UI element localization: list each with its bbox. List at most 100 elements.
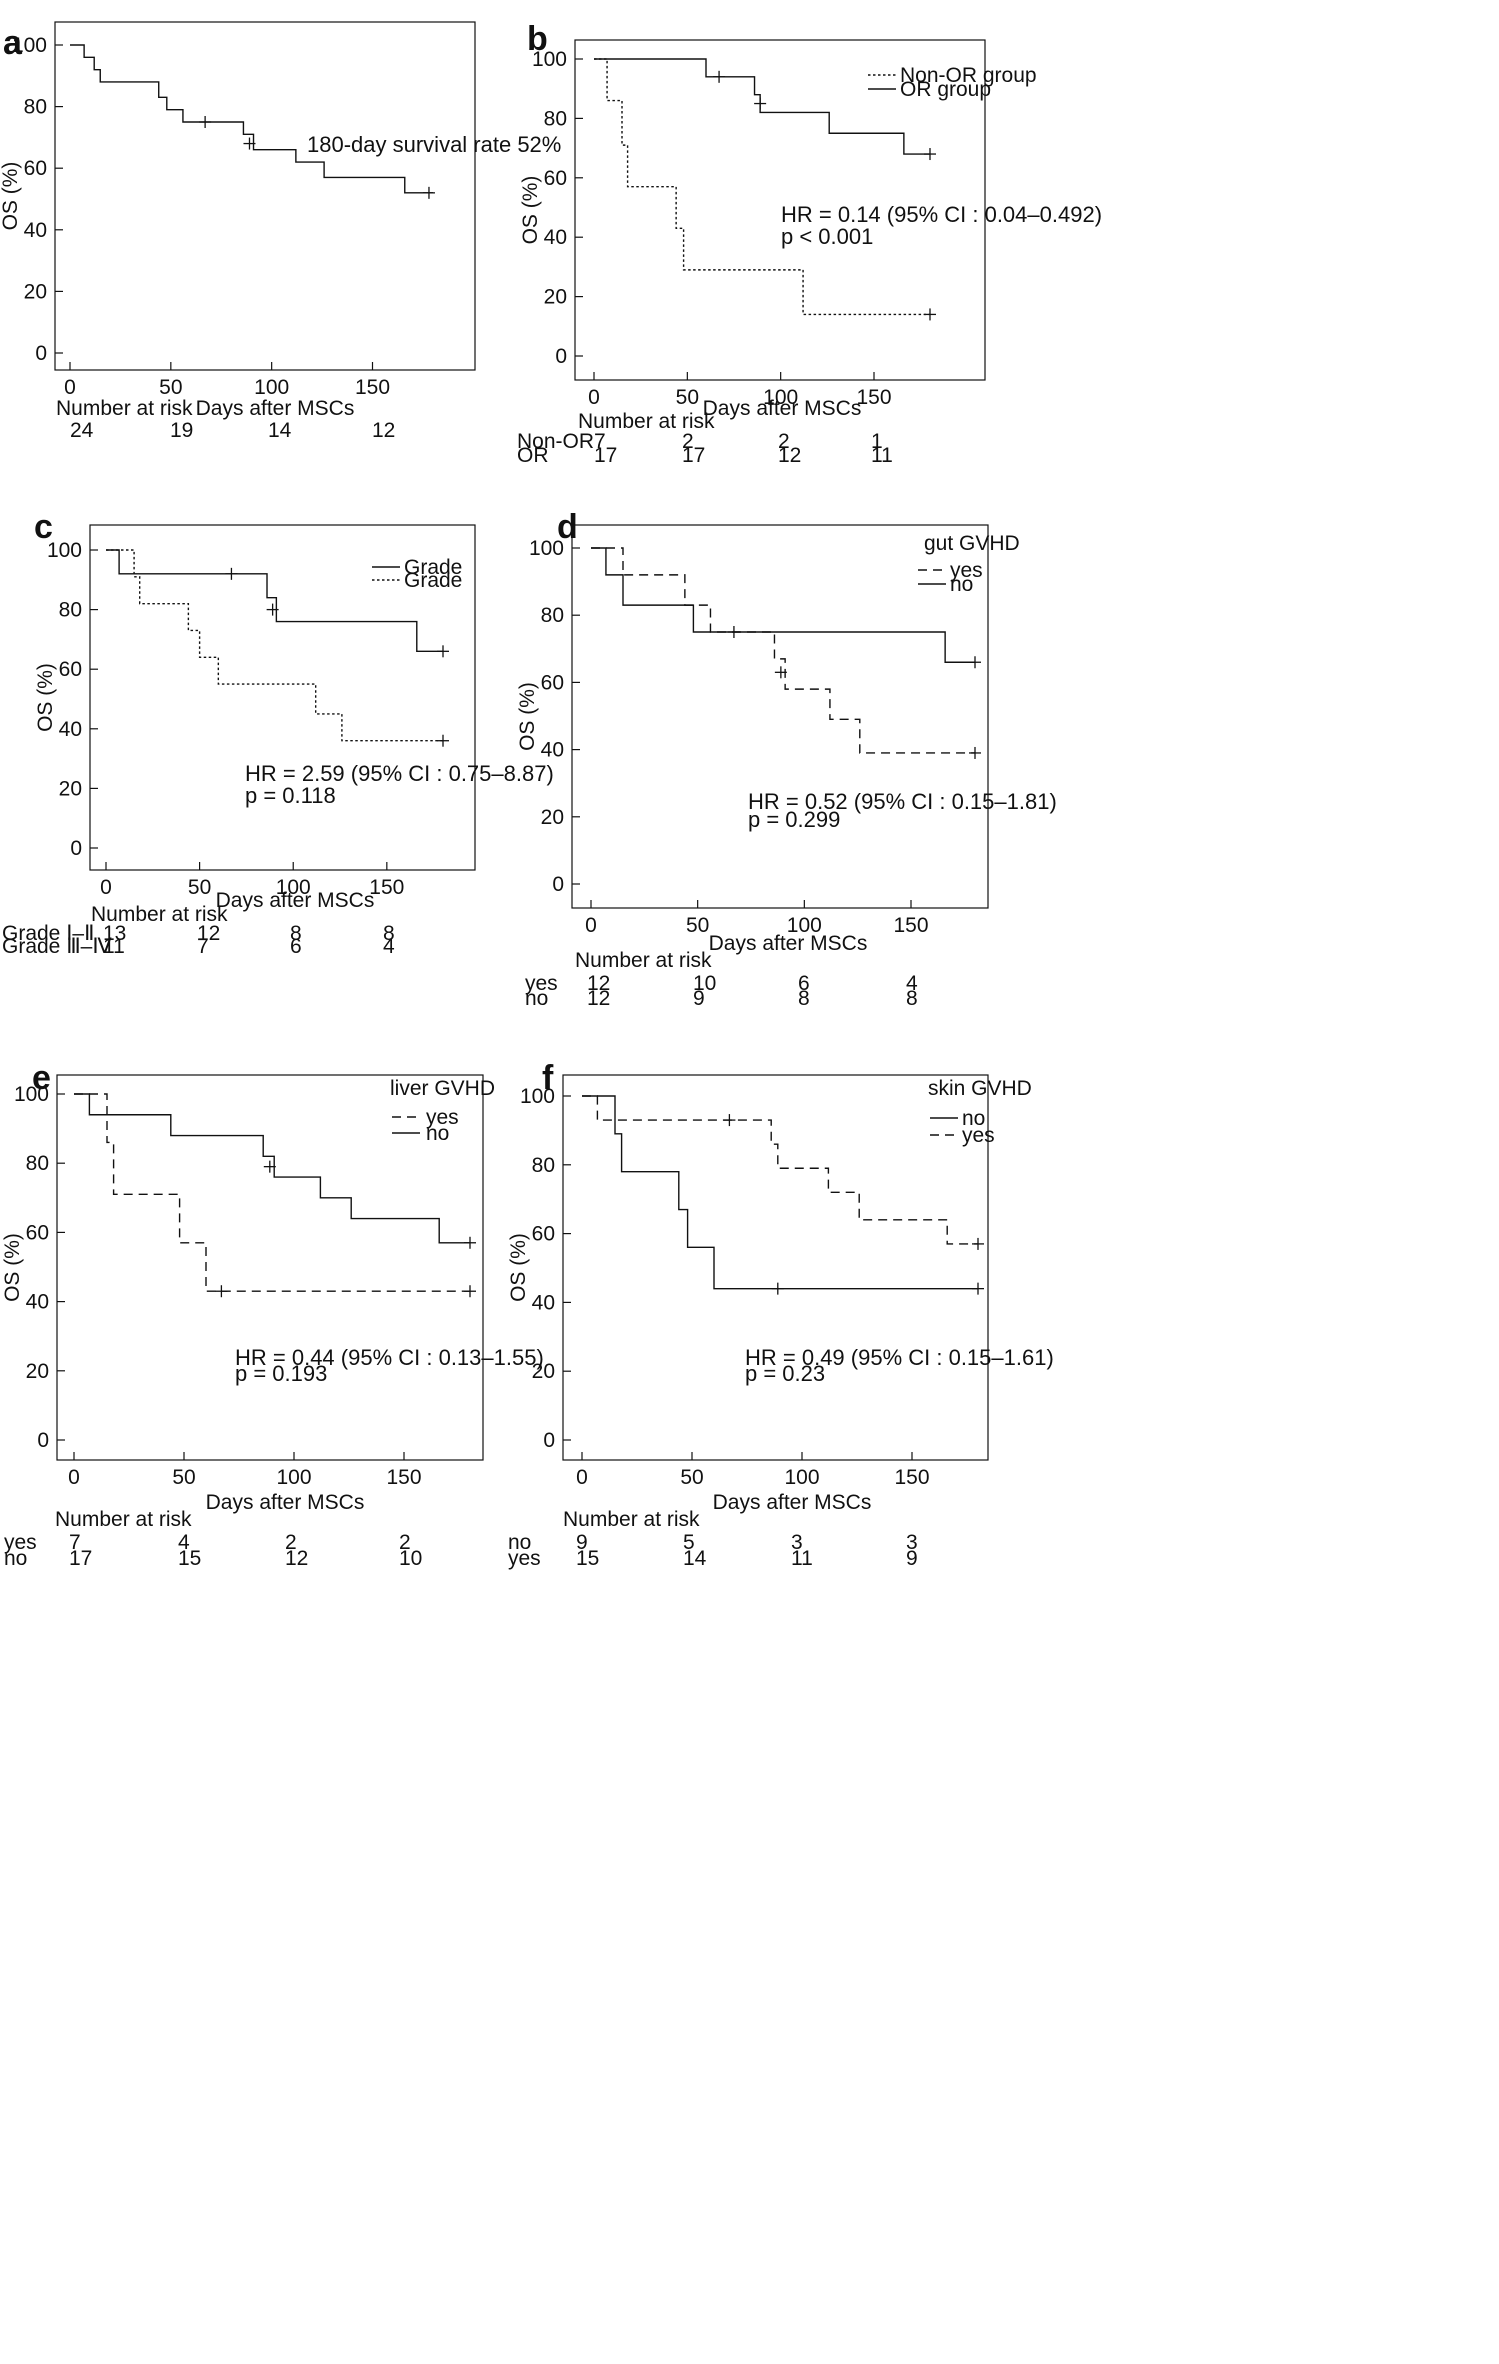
legend-label: no xyxy=(950,573,973,596)
y-tick-label: 60 xyxy=(541,671,564,694)
risk-table-title: Number at risk xyxy=(55,1508,192,1531)
risk-table-title: Number at risk xyxy=(563,1508,700,1531)
panel-label: b xyxy=(527,20,548,58)
legend-title: gut GVHD xyxy=(924,532,1020,555)
annotation-2: p = 0.193 xyxy=(235,1361,327,1386)
risk-value: 9 xyxy=(906,1547,918,1570)
risk-value: 2 xyxy=(399,1531,411,1554)
annotation-1: HR = 0.14 (95% CI : 0.04–0.492) xyxy=(781,202,1102,227)
x-tick-label: 100 xyxy=(254,376,289,399)
y-tick-label: 100 xyxy=(520,1085,555,1108)
y-tick-label: 80 xyxy=(24,96,47,119)
x-tick-label: 150 xyxy=(386,1466,421,1489)
y-tick-label: 80 xyxy=(59,599,82,622)
legend-title: skin GVHD xyxy=(928,1077,1032,1100)
y-tick-label: 0 xyxy=(543,1429,555,1452)
risk-value: 11 xyxy=(103,935,125,958)
risk-value: 8 xyxy=(290,922,302,945)
survival-curve-2 xyxy=(594,58,930,155)
risk-value: 17 xyxy=(69,1547,92,1570)
risk-value: 24 xyxy=(70,419,94,442)
y-tick-label: 0 xyxy=(35,342,47,365)
risk-row-label: OR xyxy=(517,444,549,467)
x-tick-label: 0 xyxy=(100,876,112,899)
y-tick-label: 20 xyxy=(26,1360,49,1383)
x-tick-label: 150 xyxy=(355,376,390,399)
legend-label: no xyxy=(962,1107,985,1130)
y-axis-title: OS (%) xyxy=(1,1233,24,1302)
legend-label: yes xyxy=(950,559,983,582)
risk-value: 3 xyxy=(906,1531,918,1554)
survival-curve-1 xyxy=(70,44,433,194)
annotation-1: HR = 0.52 (95% CI : 0.15–1.81) xyxy=(748,789,1057,814)
y-tick-label: 100 xyxy=(532,48,567,71)
risk-value: 14 xyxy=(683,1547,707,1570)
y-axis-title: OS (%) xyxy=(34,663,57,732)
y-tick-label: 20 xyxy=(24,280,47,303)
survival-curve-1 xyxy=(582,1095,978,1290)
y-tick-label: 80 xyxy=(26,1152,49,1175)
risk-value: 12 xyxy=(587,987,610,1010)
x-axis-title: Days after MSCs xyxy=(703,397,862,420)
risk-value: 12 xyxy=(285,1547,308,1570)
x-tick-label: 100 xyxy=(276,876,311,899)
risk-value: 1 xyxy=(871,430,883,453)
y-tick-label: 60 xyxy=(532,1223,555,1246)
risk-row-label: yes xyxy=(508,1547,541,1570)
risk-row-label: no xyxy=(508,1531,531,1554)
annotation-2: p = 0.118 xyxy=(245,783,336,808)
risk-value: 8 xyxy=(383,922,395,945)
risk-value: 7 xyxy=(594,430,606,453)
risk-value: 5 xyxy=(683,1531,695,1554)
x-axis-title: Days after MSCs xyxy=(216,889,375,912)
y-tick-label: 40 xyxy=(541,739,564,762)
y-tick-label: 0 xyxy=(37,1429,49,1452)
panel-c: c 0 20 40 60 80 100 0 50 100 150 OS (%) Days after M… xyxy=(2,508,554,958)
annotation-1: HR = 0.49 (95% CI : 0.15–1.61) xyxy=(745,1345,1054,1370)
risk-row-label: Non-OR xyxy=(517,430,594,453)
risk-value: 17 xyxy=(682,444,705,467)
x-tick-label: 100 xyxy=(763,386,798,409)
survival-curve-1 xyxy=(106,549,443,653)
x-tick-label: 150 xyxy=(894,1466,929,1489)
risk-table-title: Number at risk xyxy=(91,903,228,926)
risk-table-title: Number at risk xyxy=(578,410,715,433)
legend-label: Grade Ⅰ–Ⅱ xyxy=(404,556,496,579)
x-axis-title: Days after MSCs xyxy=(206,1491,365,1514)
y-tick-label: 80 xyxy=(544,107,567,130)
risk-value: 10 xyxy=(399,1547,422,1570)
x-tick-label: 50 xyxy=(680,1466,703,1489)
y-axis-title: OS (%) xyxy=(519,176,542,245)
risk-row-label: Grade Ⅲ–Ⅳ xyxy=(2,935,112,958)
y-tick-label: 40 xyxy=(59,718,82,741)
risk-value: 8 xyxy=(798,987,810,1010)
legend-title: liver GVHD xyxy=(390,1077,495,1100)
risk-value: 11 xyxy=(871,444,893,467)
y-tick-label: 80 xyxy=(532,1154,555,1177)
risk-row-label: yes xyxy=(4,1531,37,1554)
panel-e: e 0 20 40 60 80 100 0 50 100 150 OS (%) Days after M… xyxy=(1,1059,544,1570)
x-tick-label: 0 xyxy=(585,914,597,937)
y-tick-label: 40 xyxy=(532,1291,555,1314)
risk-value: 6 xyxy=(290,935,302,958)
risk-value: 11 xyxy=(791,1547,813,1570)
y-tick-label: 80 xyxy=(541,604,564,627)
y-axis-title: OS (%) xyxy=(0,162,22,231)
risk-value: 14 xyxy=(268,419,292,442)
risk-value: 17 xyxy=(594,444,617,467)
legend-label: yes xyxy=(962,1124,995,1147)
y-tick-label: 60 xyxy=(24,157,47,180)
risk-row-label: no xyxy=(525,987,548,1010)
annotation-1: HR = 2.59 (95% CI : 0.75–8.87) xyxy=(245,761,554,786)
survival-curve-1 xyxy=(594,58,930,316)
y-tick-label: 60 xyxy=(59,658,82,681)
survival-curve-1 xyxy=(74,1093,470,1292)
y-tick-label: 60 xyxy=(544,167,567,190)
x-tick-label: 150 xyxy=(856,386,891,409)
annotation-2: p = 0.299 xyxy=(748,807,840,832)
y-tick-label: 100 xyxy=(529,537,564,560)
